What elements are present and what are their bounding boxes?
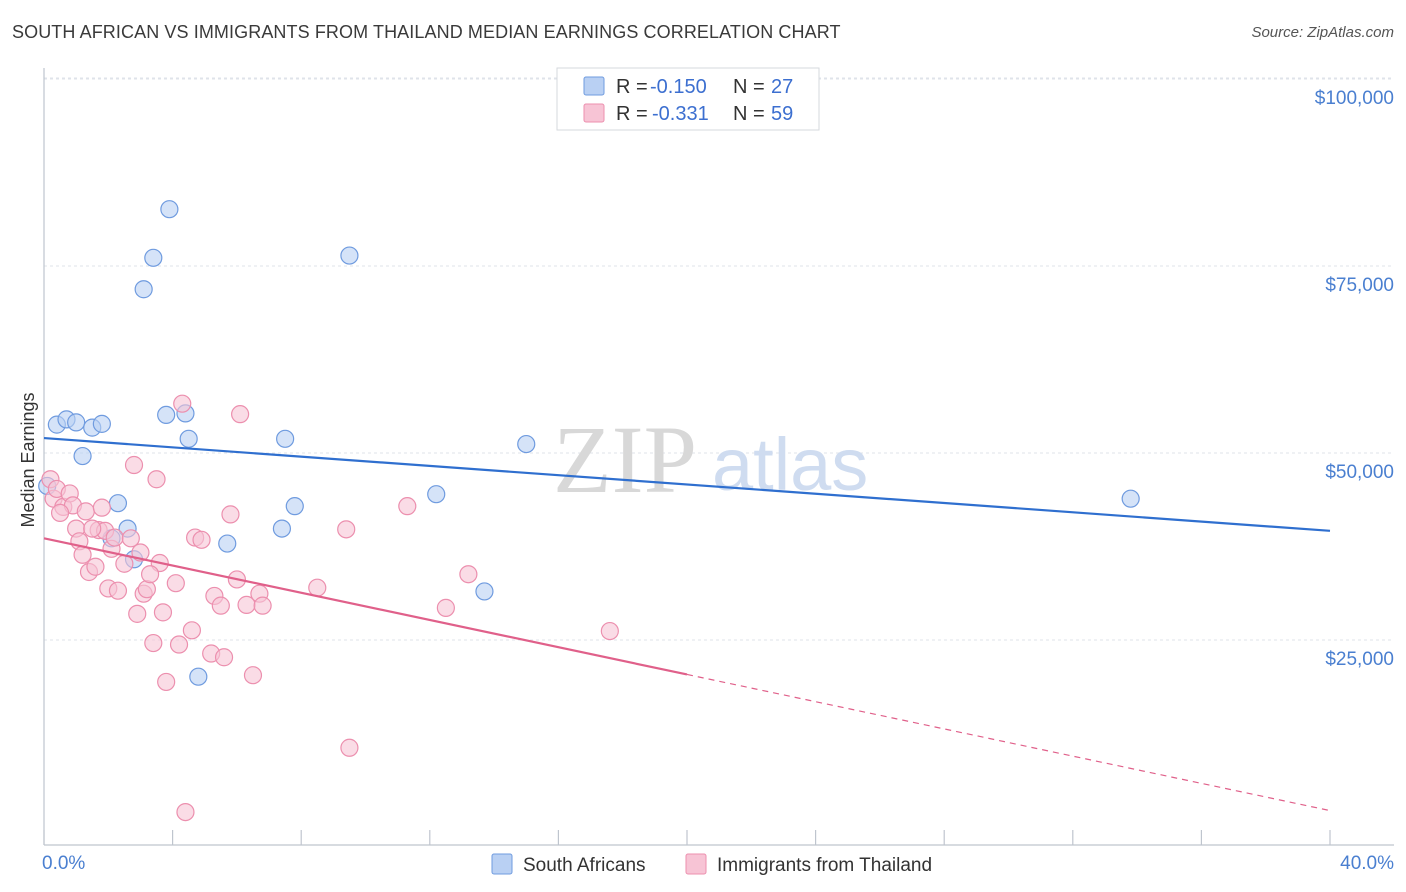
point-thailand xyxy=(173,394,192,413)
point-thailand xyxy=(105,528,124,547)
chart-source: Source: ZipAtlas.com xyxy=(1251,24,1394,41)
point-thailand xyxy=(214,648,234,667)
point-thailand xyxy=(337,520,356,539)
y-axis-title: Median Earnings xyxy=(18,392,38,527)
legend-n-value-2: 59 xyxy=(771,103,793,125)
watermark-zip: ZIP xyxy=(553,406,697,513)
x-tick-label-start: 0.0% xyxy=(42,853,85,874)
y-tick-labels: $25,000 $50,000 $75,000 $100,000 xyxy=(1315,88,1394,670)
point-south-africans xyxy=(157,405,176,424)
point-thailand xyxy=(76,502,95,521)
y-tick-label: $75,000 xyxy=(1325,275,1394,296)
trend-line-south-africans xyxy=(43,436,1331,532)
zipatlas-watermark: ZIP atlas xyxy=(553,406,868,513)
point-thailand xyxy=(192,530,211,549)
point-thailand xyxy=(243,666,263,685)
trend-line-thailand xyxy=(43,537,688,676)
legend-n-label-1: N = xyxy=(733,76,765,98)
legend-swatch-south-africans xyxy=(583,76,605,96)
y-tick-label: $50,000 xyxy=(1325,462,1394,483)
point-south-africans xyxy=(92,414,111,433)
point-thailand xyxy=(153,603,173,622)
point-thailand xyxy=(140,565,160,584)
point-south-africans xyxy=(1121,489,1140,508)
point-thailand xyxy=(144,633,163,653)
point-south-africans xyxy=(144,248,163,267)
point-thailand xyxy=(211,596,230,615)
point-thailand xyxy=(50,503,70,522)
point-south-africans xyxy=(475,582,494,601)
x-ticks xyxy=(43,830,1331,845)
trend-line-thailand-extension xyxy=(686,673,1331,812)
legend-r-label-2: R = xyxy=(616,103,648,125)
point-south-africans xyxy=(108,494,128,513)
series-legend: South Africans Immigrants from Thailand xyxy=(491,853,932,876)
point-thailand xyxy=(137,580,156,599)
point-thailand xyxy=(308,578,327,597)
point-thailand xyxy=(231,405,250,424)
legend-r-label-1: R = xyxy=(616,76,648,98)
point-south-africans xyxy=(134,280,153,299)
bottom-legend-label-thailand: Immigrants from Thailand xyxy=(717,855,932,876)
point-south-africans xyxy=(285,497,304,516)
point-thailand xyxy=(83,519,102,538)
legend-r-value-1: -0.150 xyxy=(650,76,707,98)
point-thailand xyxy=(182,621,201,640)
y-tick-label: $25,000 xyxy=(1325,649,1394,670)
legend-r-value-2: -0.331 xyxy=(652,103,709,125)
point-thailand xyxy=(166,574,185,593)
trend-lines xyxy=(43,436,1331,812)
point-thailand xyxy=(169,635,189,654)
point-south-africans xyxy=(218,534,237,553)
data-points xyxy=(38,200,1140,822)
point-south-africans xyxy=(427,485,446,504)
bottom-legend-label-south-africans: South Africans xyxy=(523,855,646,876)
point-thailand xyxy=(108,581,128,600)
axes xyxy=(43,68,1394,846)
chart-title: SOUTH AFRICAN VS IMMIGRANTS FROM THAILAN… xyxy=(12,22,841,42)
bottom-legend-swatch-south-africans xyxy=(491,853,513,875)
point-thailand xyxy=(147,470,166,489)
point-thailand xyxy=(128,604,147,623)
point-thailand xyxy=(221,505,240,524)
point-thailand xyxy=(157,672,176,692)
point-thailand xyxy=(124,455,144,475)
point-thailand xyxy=(176,802,195,822)
point-south-africans xyxy=(189,667,208,686)
bottom-legend-swatch-thailand xyxy=(685,853,707,875)
watermark-atlas: atlas xyxy=(712,423,868,506)
point-thailand xyxy=(459,565,478,584)
point-south-africans xyxy=(517,434,536,454)
point-thailand xyxy=(121,529,140,548)
point-thailand xyxy=(253,596,272,615)
point-thailand xyxy=(340,738,359,757)
point-thailand xyxy=(600,621,619,641)
point-south-africans xyxy=(272,519,292,538)
point-thailand xyxy=(398,497,417,516)
correlation-legend: R = -0.150 N = 27 R = -0.331 N = 59 xyxy=(556,67,820,131)
x-tick-label-end: 40.0% xyxy=(1340,853,1394,874)
point-thailand xyxy=(115,554,134,573)
point-south-africans xyxy=(67,413,86,432)
y-tick-label: $100,000 xyxy=(1315,88,1394,109)
point-thailand xyxy=(436,598,455,617)
legend-n-value-1: 27 xyxy=(771,76,793,98)
point-south-africans xyxy=(160,200,179,219)
grid-lines xyxy=(44,77,1394,641)
point-thailand xyxy=(86,557,105,576)
point-south-africans xyxy=(179,429,198,448)
point-south-africans xyxy=(340,246,359,265)
point-thailand xyxy=(92,498,111,517)
point-south-africans xyxy=(73,446,92,466)
legend-n-label-2: N = xyxy=(733,103,765,125)
legend-swatch-thailand xyxy=(583,103,605,123)
point-south-africans xyxy=(276,429,295,448)
